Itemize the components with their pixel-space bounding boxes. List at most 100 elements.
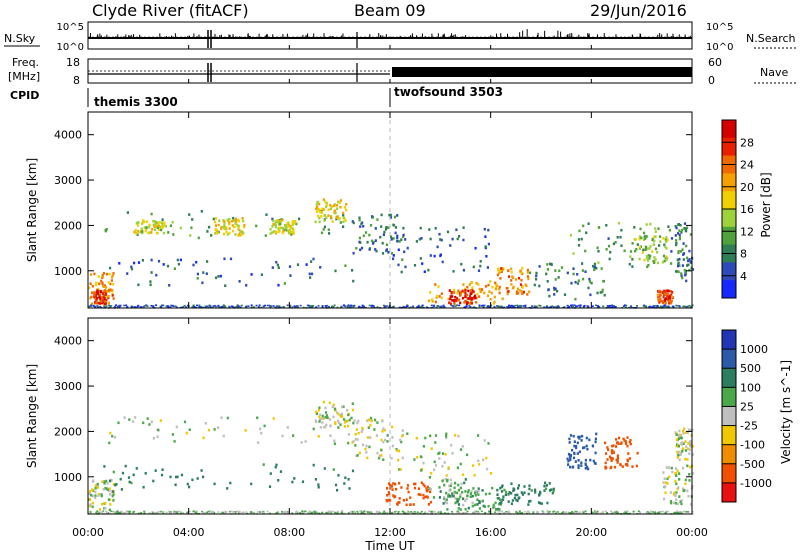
range-cell: [466, 510, 469, 513]
range-cell: [228, 221, 231, 224]
range-cell: [573, 444, 576, 448]
range-cell: [575, 511, 578, 513]
range-cell: [684, 273, 687, 277]
range-cell: [131, 420, 135, 423]
range-cell: [104, 487, 107, 490]
range-cell: [222, 305, 225, 308]
range-cell: [213, 428, 216, 431]
range-cell: [473, 296, 477, 300]
freq-right-tick-top: 60: [708, 56, 722, 69]
range-cell: [433, 510, 436, 513]
range-cell: [299, 512, 302, 514]
range-cell: [593, 461, 596, 465]
range-cell: [119, 510, 122, 513]
range-cell: [599, 291, 602, 294]
range-cell: [260, 306, 263, 309]
range-cell: [437, 452, 440, 455]
range-cell: [346, 419, 349, 423]
range-cell: [225, 511, 228, 513]
range-cell: [191, 478, 194, 482]
range-cell: [422, 461, 425, 465]
range-cell: [584, 270, 587, 273]
range-cell: [380, 438, 383, 442]
range-cell: [616, 441, 619, 444]
range-cell: [473, 491, 477, 495]
range-cell: [560, 266, 564, 269]
range-cell: [274, 465, 277, 469]
range-cell: [590, 281, 593, 285]
range-cell: [404, 238, 407, 241]
range-cell: [466, 453, 469, 457]
range-cell: [225, 226, 228, 229]
range-cell: [557, 276, 560, 279]
range-cell: [508, 511, 511, 514]
range-cell: [430, 298, 434, 301]
range-cell: [655, 306, 658, 309]
range-cell: [624, 511, 627, 514]
range-cell: [546, 263, 549, 266]
range-cell: [497, 510, 500, 513]
range-cell: [441, 464, 444, 468]
range-cell: [476, 498, 479, 501]
range-cell: [98, 282, 101, 285]
range-cell: [512, 306, 515, 309]
range-cell: [485, 255, 488, 258]
range-cell: [440, 238, 443, 242]
range-cell: [390, 238, 393, 241]
range-cell: [285, 228, 288, 232]
range-cell: [98, 508, 102, 511]
range-cell: [534, 491, 537, 494]
colorbar-tick-label: 20: [740, 181, 754, 194]
range-cell: [329, 207, 332, 211]
range-cell: [481, 288, 484, 292]
range-cell: [668, 302, 671, 305]
range-cell: [110, 510, 113, 513]
range-cell: [513, 496, 516, 500]
range-cell: [294, 221, 297, 225]
range-cell: [436, 245, 439, 249]
range-cell: [504, 493, 507, 497]
range-cell: [629, 442, 632, 446]
range-cell: [90, 291, 93, 295]
range-cell: [593, 262, 597, 266]
range-cell: [516, 493, 519, 497]
range-cell: [606, 305, 609, 307]
range-cell: [161, 218, 164, 221]
range-cell: [217, 305, 220, 308]
range-cell: [295, 510, 298, 513]
range-cell: [282, 228, 285, 232]
cpid-program-1: themis 3300: [94, 95, 178, 109]
range-cell: [677, 270, 680, 274]
range-cell: [318, 415, 321, 419]
range-cell: [659, 240, 662, 243]
nave-label: Nave: [760, 66, 788, 79]
range-cell: [385, 248, 388, 251]
range-cell: [93, 272, 96, 276]
range-cell: [575, 446, 578, 450]
range-cell: [490, 291, 493, 295]
range-cell: [462, 283, 465, 286]
range-cell: [196, 272, 199, 276]
range-cell: [358, 451, 361, 455]
range-cell: [555, 511, 558, 513]
range-cell: [527, 510, 529, 513]
range-cell: [669, 290, 673, 293]
range-cell: [359, 248, 362, 252]
range-cell: [687, 447, 690, 451]
range-cell: [439, 490, 442, 493]
range-cell: [346, 305, 349, 308]
range-cell: [667, 289, 670, 293]
range-cell: [634, 249, 637, 253]
range-cell: [605, 466, 608, 470]
range-cell: [342, 418, 346, 421]
range-cell: [489, 280, 492, 283]
range-cell: [400, 440, 403, 444]
range-cell: [609, 250, 612, 254]
range-cell: [691, 268, 695, 271]
range-cell: [527, 503, 530, 506]
range-cell: [208, 225, 211, 229]
range-cell: [676, 456, 679, 459]
range-cell: [664, 491, 667, 495]
range-cell: [475, 301, 478, 304]
